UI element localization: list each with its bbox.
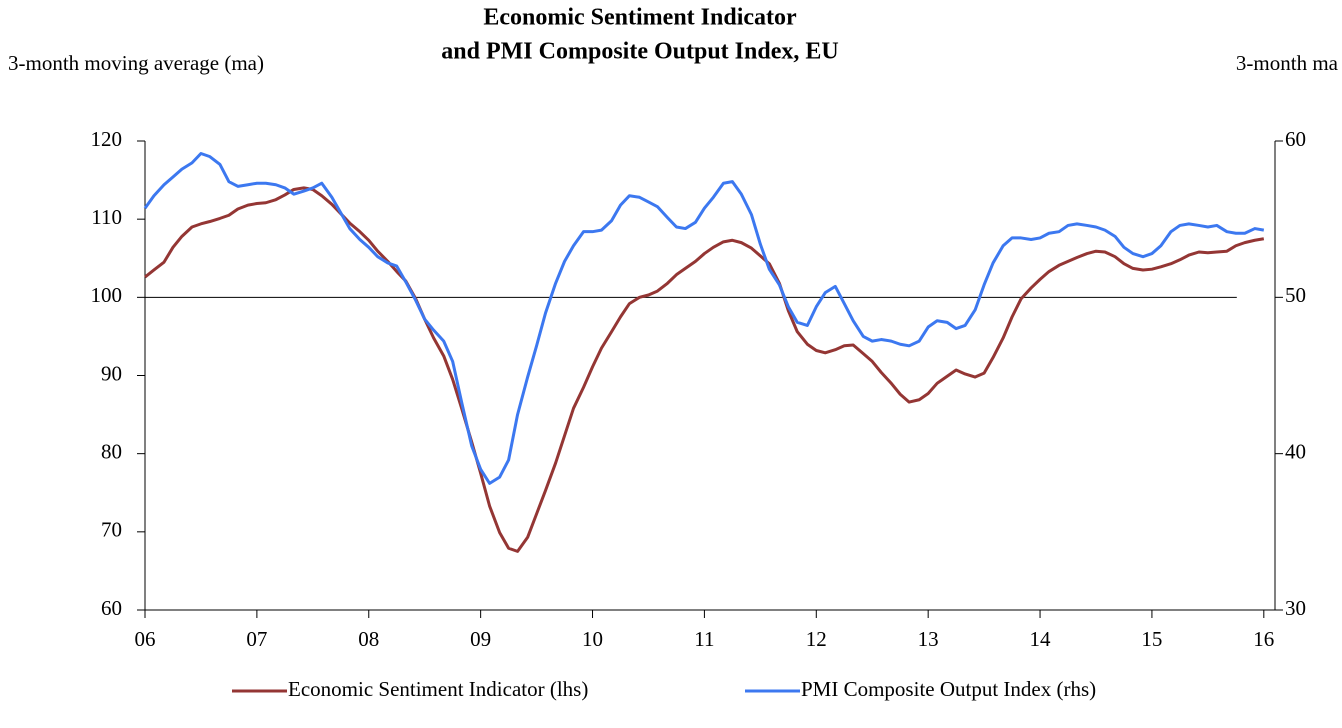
y-axis-label: 3-month moving average (ma) bbox=[8, 51, 264, 75]
y-tick-label: 80 bbox=[101, 439, 122, 463]
y-tick-label: 110 bbox=[91, 205, 122, 229]
x-tick-label: 07 bbox=[246, 627, 267, 651]
x-tick-label: 15 bbox=[1141, 627, 1162, 651]
y-tick-label: 100 bbox=[91, 283, 123, 307]
x-tick-label: 13 bbox=[918, 627, 939, 651]
data-line bbox=[144, 186, 1265, 553]
data-line bbox=[143, 152, 1265, 485]
y2-tick-label: 40 bbox=[1285, 439, 1306, 463]
x-tick-label: 08 bbox=[358, 627, 379, 651]
legend-label: PMI Composite Output Index (rhs) bbox=[801, 677, 1096, 701]
y2-tick-label: 60 bbox=[1285, 127, 1306, 151]
x-tick-label: 16 bbox=[1253, 627, 1274, 651]
x-tick-label: 06 bbox=[135, 627, 156, 651]
y-tick-label: 90 bbox=[101, 361, 122, 385]
x-tick-label: 11 bbox=[694, 627, 714, 651]
x-tick-label: 09 bbox=[470, 627, 491, 651]
y-tick-label: 120 bbox=[91, 127, 123, 151]
x-tick-label: 12 bbox=[806, 627, 827, 651]
legend-label: Economic Sentiment Indicator (lhs) bbox=[288, 677, 588, 701]
x-tick-label: 10 bbox=[582, 627, 603, 651]
y-tick-label: 60 bbox=[101, 596, 122, 620]
x-tick-label: 14 bbox=[1030, 627, 1052, 651]
y2-axis-label: 3-month ma bbox=[1236, 51, 1339, 75]
y2-tick-label: 30 bbox=[1285, 596, 1306, 620]
y-tick-label: 70 bbox=[101, 518, 122, 542]
chart-title: Economic Sentiment Indicator bbox=[483, 5, 797, 31]
chart-title: and PMI Composite Output Index, EU bbox=[441, 39, 838, 65]
y2-tick-label: 50 bbox=[1285, 283, 1306, 307]
